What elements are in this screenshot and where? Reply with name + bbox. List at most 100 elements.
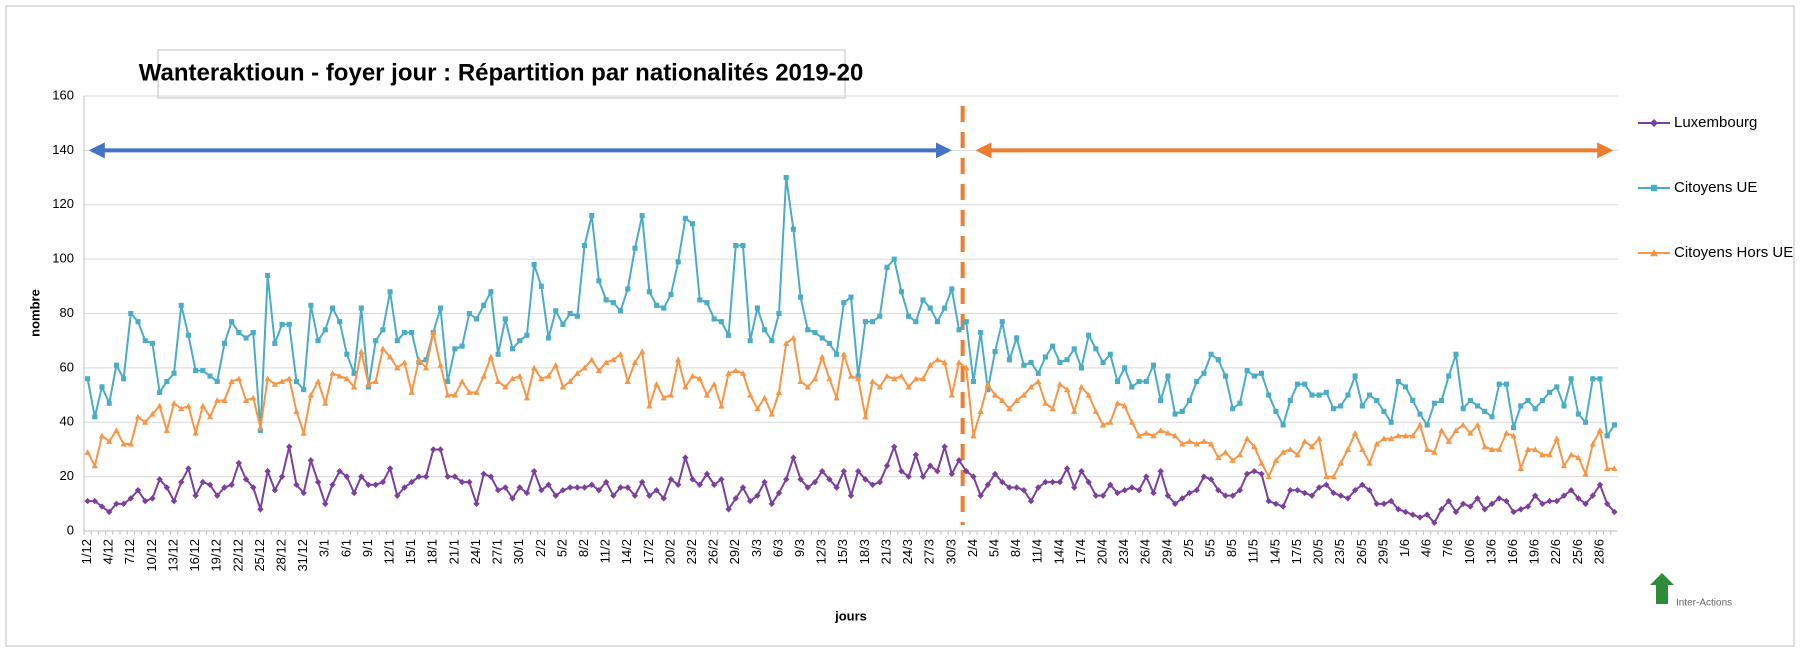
point <box>307 391 315 398</box>
point <box>1230 406 1236 412</box>
x-tick-label: 18/1 <box>425 539 440 564</box>
point <box>919 473 927 480</box>
point <box>1560 462 1568 469</box>
point <box>386 465 394 472</box>
point <box>1539 397 1545 404</box>
point <box>595 487 603 494</box>
x-tick-label: 23/2 <box>684 539 699 564</box>
point <box>1179 408 1185 414</box>
point <box>509 495 516 502</box>
point <box>574 370 581 376</box>
point <box>459 343 465 349</box>
point <box>1417 411 1423 417</box>
point <box>1481 443 1488 450</box>
point <box>451 473 459 480</box>
point <box>1179 440 1186 447</box>
point <box>646 402 653 409</box>
point <box>1063 386 1071 393</box>
x-tick-label: 16/12 <box>187 539 202 572</box>
point <box>278 473 286 480</box>
point <box>782 476 790 483</box>
point <box>243 335 249 341</box>
point <box>300 429 307 436</box>
point <box>1222 492 1229 499</box>
x-tick-label: 14/4 <box>1051 539 1066 564</box>
point <box>1107 351 1113 357</box>
point <box>236 329 242 336</box>
point <box>1092 492 1100 499</box>
point <box>430 329 437 336</box>
point <box>516 484 523 491</box>
point <box>797 378 804 385</box>
point <box>350 489 358 497</box>
point <box>1244 368 1250 374</box>
point <box>329 481 336 488</box>
point <box>1452 508 1460 516</box>
point <box>538 375 545 382</box>
point <box>661 305 667 311</box>
point <box>949 286 955 292</box>
point <box>1575 411 1581 417</box>
x-tick-label: 31/12 <box>295 539 310 572</box>
point <box>1028 359 1034 365</box>
point <box>1273 408 1279 414</box>
point <box>120 440 127 447</box>
point <box>1589 492 1596 499</box>
x-tick-label: 3/3 <box>749 539 764 557</box>
point <box>739 484 747 491</box>
point <box>1207 476 1215 483</box>
point <box>1150 489 1157 497</box>
point <box>1590 376 1596 382</box>
point <box>149 495 156 502</box>
point <box>567 310 573 317</box>
point <box>977 408 984 414</box>
point <box>430 446 437 453</box>
point <box>286 321 292 327</box>
x-tick-label: 20/2 <box>662 539 677 564</box>
point <box>718 402 725 409</box>
point <box>1280 422 1286 428</box>
point <box>682 215 688 221</box>
point <box>229 319 235 325</box>
point <box>1554 384 1560 390</box>
chart-border <box>5 5 1795 647</box>
x-tick-label: 14/5 <box>1267 539 1282 564</box>
x-tick-label: 3/1 <box>317 539 332 557</box>
point <box>1172 411 1178 417</box>
point <box>516 372 523 379</box>
point <box>517 338 523 344</box>
point <box>1136 378 1142 385</box>
point <box>632 245 638 251</box>
point <box>1049 405 1056 412</box>
point <box>1366 487 1373 494</box>
point <box>142 338 148 344</box>
point <box>1547 389 1553 395</box>
point <box>1308 492 1316 499</box>
point <box>1489 414 1495 420</box>
point <box>725 506 732 513</box>
point <box>963 319 969 325</box>
point <box>409 329 415 336</box>
point <box>1294 381 1301 387</box>
point <box>847 492 855 499</box>
point <box>1143 378 1149 385</box>
point <box>1251 373 1257 379</box>
point <box>696 481 703 488</box>
point <box>444 391 451 398</box>
point <box>235 459 243 467</box>
point <box>834 351 840 357</box>
x-tick-label: 19/12 <box>209 539 224 572</box>
point <box>942 305 948 311</box>
point <box>660 394 667 401</box>
point <box>840 467 847 475</box>
point <box>1251 443 1258 450</box>
point <box>762 327 768 333</box>
x-tick-label: 25/12 <box>252 539 267 572</box>
point <box>761 394 768 401</box>
point <box>278 378 286 385</box>
point <box>531 262 537 268</box>
point <box>473 316 480 322</box>
x-tick-label: 26/5 <box>1354 539 1369 564</box>
x-tick-label: 23/4 <box>1116 539 1131 564</box>
point <box>833 484 840 491</box>
